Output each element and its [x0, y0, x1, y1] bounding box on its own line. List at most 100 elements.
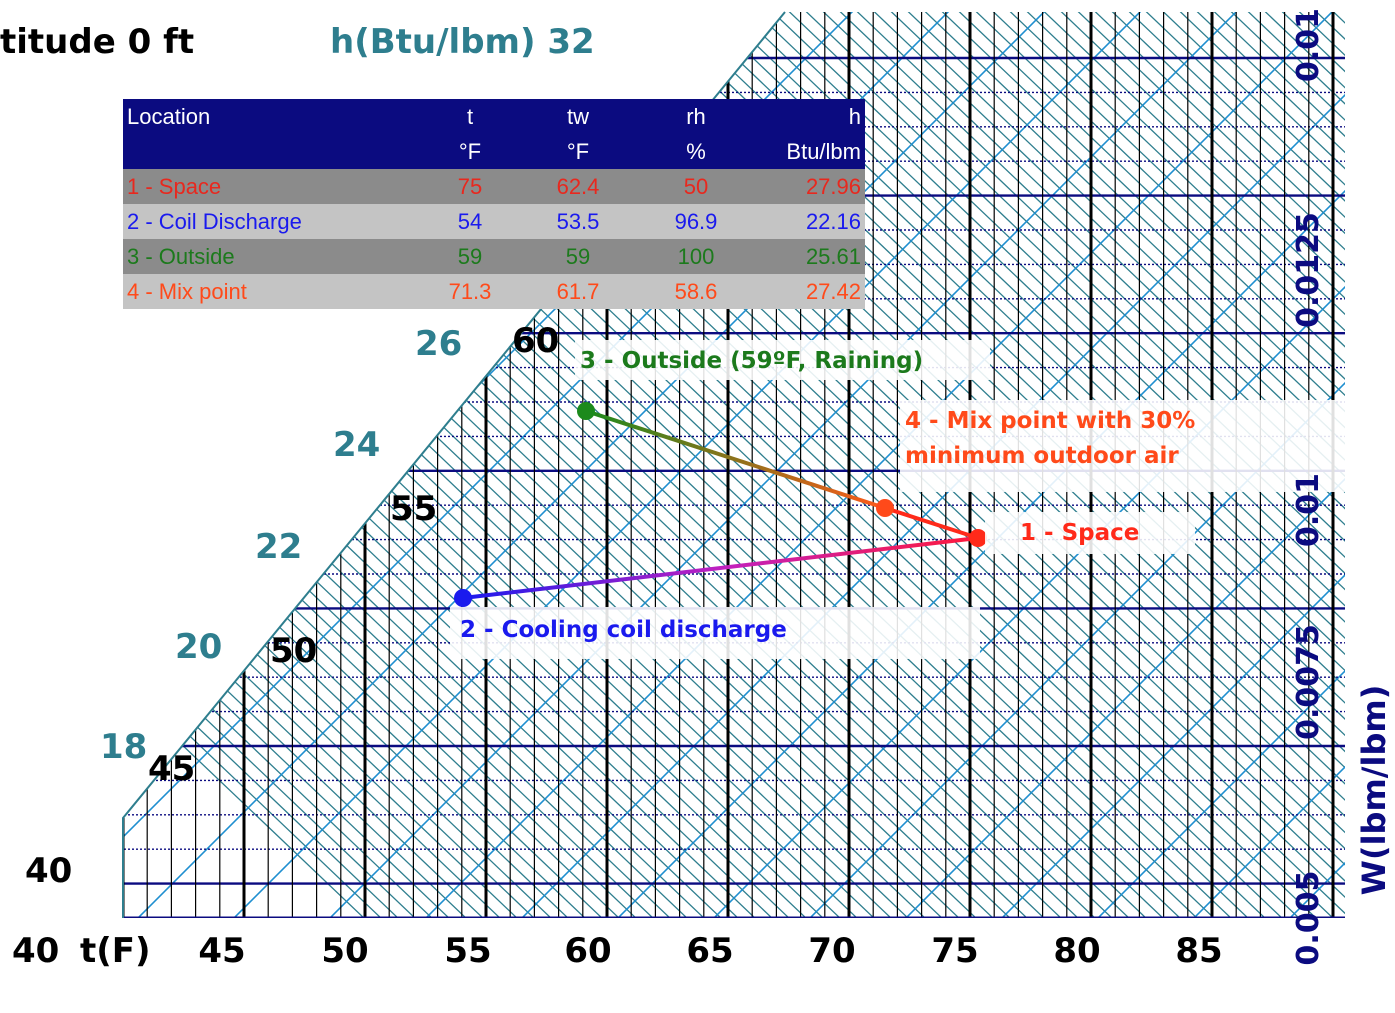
process-line-coil-to-space: [462, 536, 979, 600]
wetbulb-line: [912, 12, 1345, 918]
table-header-row: Location t tw rh h: [123, 99, 865, 134]
cell-tw: 62.4: [519, 169, 637, 204]
wetbulb-line: [123, 12, 961, 918]
cell-tw: 61.7: [519, 274, 637, 309]
unit-rh: %: [637, 134, 755, 169]
unit-location: [123, 134, 421, 169]
wetbulb-line: [776, 12, 1345, 918]
space-annotation: 1 - Space: [1020, 520, 1139, 546]
wetbulb-line: [1065, 12, 1345, 918]
y-tick-label: 0.0125: [1291, 212, 1326, 328]
y-axis-label: W(lbm/lbm): [1355, 685, 1393, 896]
col-header-t: t: [421, 99, 519, 134]
coil-annotation: 2 - Cooling coil discharge: [460, 617, 787, 643]
state-points: [454, 402, 987, 607]
wetbulb-line: [1014, 12, 1345, 918]
wetbulb-line: [123, 12, 944, 918]
x-tick-label: 55: [444, 931, 491, 971]
table-row: 2 - Coil Discharge 54 53.5 96.9 22.16: [123, 204, 865, 239]
wetbulb-line: [1167, 12, 1345, 918]
wetbulb-line: [895, 12, 1345, 918]
wetbulb-line: [1048, 12, 1345, 918]
rh-line: [823, 12, 1345, 918]
outside-label-box: [575, 340, 990, 380]
unit-tw: °F: [519, 134, 637, 169]
table-row: 4 - Mix point 71.3 61.7 58.6 27.42: [123, 274, 865, 309]
enthalpy-header-label: h(Btu/lbm) 32: [330, 22, 595, 62]
wetbulb-line: [844, 12, 1345, 918]
rh-line: [535, 12, 1345, 918]
wetbulb-line: [1031, 12, 1345, 918]
wetbulb-line: [123, 12, 536, 918]
cell-h: 27.96: [755, 169, 865, 204]
col-header-h: h: [755, 99, 865, 134]
wetbulb-label: 55: [390, 489, 437, 529]
outside-annotation: 3 - Outside (59ºF, Raining): [580, 348, 923, 374]
table-row: 1 - Space 75 62.4 50 27.96: [123, 169, 865, 204]
y-tick-label: 0.01: [1291, 473, 1326, 547]
rh-line: [151, 12, 1153, 918]
cell-tw: 53.5: [519, 204, 637, 239]
wetbulb-line: [123, 12, 995, 918]
rh-line: [0, 0, 96, 1000]
state-point: [577, 402, 595, 420]
wetbulb-line: [878, 12, 1345, 918]
wetbulb-line: [123, 12, 587, 918]
process-line-outside-to-mix: [585, 409, 886, 510]
x-axis-label: t(F): [80, 931, 151, 971]
table-units-row: °F °F % Btu/lbm: [123, 134, 865, 169]
rh-line: [1111, 12, 1345, 918]
cell-rh: 96.9: [637, 204, 755, 239]
x-tick-label: 45: [198, 931, 245, 971]
mix-label-box: [900, 400, 1368, 492]
wetbulb-line: [742, 12, 1345, 918]
wetbulb-line: [691, 12, 1345, 918]
unit-h: Btu/lbm: [755, 134, 865, 169]
x-axis-left-tick: 40: [12, 931, 59, 971]
enthalpy-label: 18: [100, 727, 147, 767]
cell-tw: 59: [519, 239, 637, 274]
rh-line: [919, 12, 1345, 918]
rh-line: [631, 12, 1345, 918]
wetbulb-line: [123, 12, 485, 918]
wetbulb-line: [929, 12, 1345, 918]
y-tick-label: 0.005: [1291, 871, 1326, 966]
cell-t: 75: [421, 169, 519, 204]
wetbulb-line: [1082, 12, 1345, 918]
cell-location: 4 - Mix point: [123, 274, 421, 309]
x-tick-label: 50: [321, 931, 368, 971]
wetbulb-line: [123, 12, 604, 918]
wetbulb-line: [1116, 12, 1345, 918]
rh-line: [1015, 12, 1345, 918]
wetbulb-line: [123, 12, 451, 918]
cell-location: 1 - Space: [123, 169, 421, 204]
state-points-table: Location t tw rh h °F °F % Btu/lbm 1 - S…: [123, 99, 865, 309]
x-tick-label: 85: [1175, 931, 1222, 971]
wetbulb-line: [980, 12, 1345, 918]
wetbulb-line: [725, 12, 1345, 918]
wetbulb-label: 45: [148, 749, 195, 789]
mix-annotation-line2: minimum outdoor air: [905, 443, 1179, 469]
cell-rh: 100: [637, 239, 755, 274]
wetbulb-line: [123, 12, 570, 918]
coil-label-box: [450, 607, 980, 659]
mix-annotation-line1: 4 - Mix point with 30%: [905, 408, 1195, 434]
cell-h: 25.61: [755, 239, 865, 274]
wetbulb-line: [827, 12, 1345, 918]
altitude-label: titude 0 ft: [0, 22, 194, 62]
cell-t: 71.3: [421, 274, 519, 309]
process-lines: [462, 409, 979, 600]
x-tick-label: 80: [1053, 931, 1100, 971]
state-point: [969, 529, 987, 547]
state-point: [454, 589, 472, 607]
process-line-mix-to-space: [884, 506, 979, 540]
wetbulb-line: [1099, 12, 1345, 918]
wetbulb-label: 40: [25, 851, 72, 891]
wetbulb-line: [708, 12, 1345, 918]
cell-location: 3 - Outside: [123, 239, 421, 274]
cell-rh: 50: [637, 169, 755, 204]
enthalpy-label: 24: [333, 425, 380, 465]
unit-t: °F: [421, 134, 519, 169]
wetbulb-line: [946, 12, 1345, 918]
